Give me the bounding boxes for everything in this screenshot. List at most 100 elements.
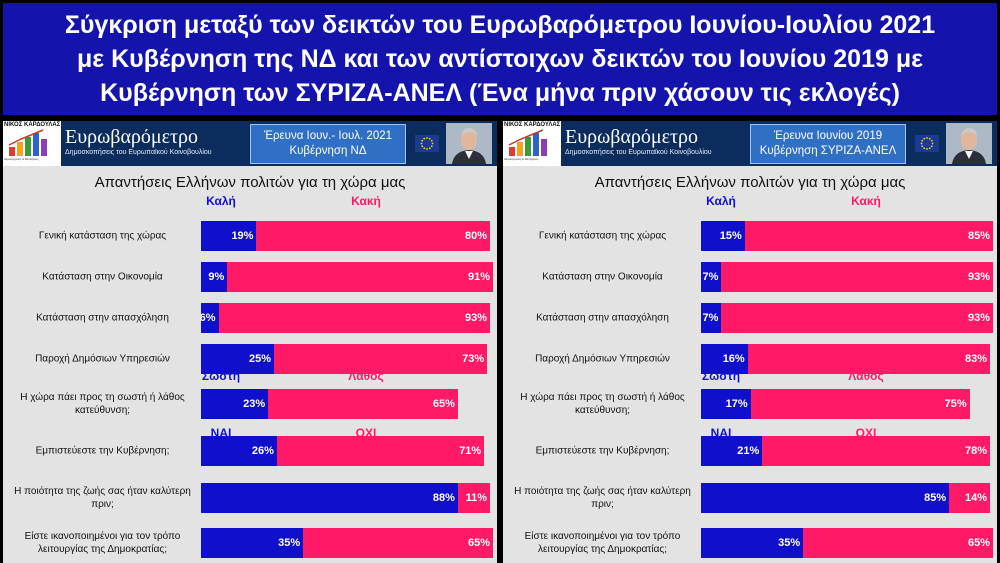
chart-panel-2021: ΝΙΚΟΣ ΚΑΡΔΟΥΛΑΣ Αξιολογήσεις & Μετρήσεις… bbox=[3, 121, 497, 563]
bar-good: 7% bbox=[701, 262, 722, 292]
bar-good: 85% bbox=[701, 483, 950, 513]
question-label: Η χώρα πάει προς τη σωστή ή λάθος κατεύθ… bbox=[520, 392, 685, 416]
bar-bad: 93% bbox=[721, 262, 993, 292]
bar-bad: 83% bbox=[747, 344, 991, 374]
bar-bad-value: 83% bbox=[965, 353, 988, 365]
bar-bad: 71% bbox=[276, 436, 485, 466]
bar-good-value: 23% bbox=[243, 398, 266, 410]
bar-good-value: 19% bbox=[231, 230, 254, 242]
question-label: Είστε ικανοποιημένοι για τον τρόπο λειτο… bbox=[24, 531, 181, 555]
bar-good: 35% bbox=[201, 528, 304, 558]
bar-bad: 73% bbox=[274, 344, 488, 374]
question-label: Κατάσταση στην απασχόληση bbox=[536, 312, 669, 324]
bar-bad: 65% bbox=[803, 528, 993, 558]
survey-box: Έρευνα Ιουν.- Ιουλ. 2021 Κυβέρνηση ΝΔ bbox=[250, 124, 406, 164]
bar-good-value: 21% bbox=[737, 445, 760, 457]
legend-bad-label: Κακή bbox=[851, 194, 881, 208]
bar-good-value: 6% bbox=[201, 312, 216, 324]
bar-good: 9% bbox=[201, 262, 228, 292]
bar-bad-value: 93% bbox=[967, 312, 990, 324]
speaker-photo-icon bbox=[946, 123, 992, 164]
bar-good-value: 17% bbox=[725, 398, 748, 410]
chart-title: Απαντήσεις Ελλήνων πολιτών για τη χώρα μ… bbox=[94, 174, 406, 191]
question-label: Η χώρα πάει προς τη σωστή ή λάθος κατεύθ… bbox=[20, 392, 185, 416]
bar-good-value: 88% bbox=[432, 492, 455, 504]
bar-good: 26% bbox=[201, 436, 277, 466]
bar-bad-value: 65% bbox=[467, 537, 490, 549]
question-label: Κατάσταση στην απασχόληση bbox=[36, 312, 169, 324]
brand-subtitle: Δημοσκοπήσεις του Ευρωπαϊκού Κοινοβουλίο… bbox=[565, 149, 712, 156]
brand-title: Ευρωβαρόμετρο bbox=[65, 126, 199, 148]
question-label: Παροχή Δημόσιων Υπηρεσιών bbox=[35, 353, 170, 365]
bar-good-value: 25% bbox=[248, 353, 271, 365]
bar-good: 25% bbox=[201, 344, 274, 374]
legend-good-label: Καλή bbox=[206, 194, 236, 208]
bar-bad: 11% bbox=[457, 483, 491, 513]
bar-good: 88% bbox=[201, 483, 458, 513]
bar-good: 19% bbox=[201, 221, 257, 251]
bar-bad-value: 73% bbox=[462, 353, 485, 365]
bar-good: 23% bbox=[201, 389, 269, 419]
bar-good-value: 9% bbox=[208, 271, 225, 283]
logo-subtitle: Αξιολογήσεις & Μετρήσεις bbox=[4, 157, 39, 161]
chart-panel-2019: ΝΙΚΟΣ ΚΑΡΔΟΥΛΑΣ Αξιολογήσεις & Μετρήσεις… bbox=[503, 121, 997, 563]
legend-good-label: Καλή bbox=[706, 194, 736, 208]
page-title: Σύγκριση μεταξύ των δεικτών του Ευρωβαρό… bbox=[3, 3, 997, 115]
bar-good-value: 26% bbox=[251, 445, 274, 457]
bar-good-value: 35% bbox=[278, 537, 301, 549]
bar-bad: 85% bbox=[744, 221, 993, 251]
bar-good-value: 35% bbox=[778, 537, 801, 549]
question-label: Γενική κατάσταση της χώρας bbox=[38, 230, 167, 242]
bar-bad-value: 14% bbox=[965, 492, 988, 504]
bar-bad-value: 93% bbox=[465, 312, 488, 324]
eu-flag-icon bbox=[915, 135, 939, 152]
bar-good: 16% bbox=[701, 344, 748, 374]
bar-bad-value: 85% bbox=[967, 230, 990, 242]
bar-bad: 91% bbox=[227, 262, 493, 292]
legend-bad-label: Λάθος bbox=[848, 369, 884, 383]
bar-good-value: 7% bbox=[702, 312, 719, 324]
question-label: Η ποιότητα της ζωής σας ήταν καλύτερη πρ… bbox=[514, 486, 691, 510]
question-label: Κατάσταση στην Οικονομία bbox=[42, 271, 163, 283]
pollster-logo: ΝΙΚΟΣ ΚΑΡΔΟΥΛΑΣ Αξιολογήσεις & Μετρήσεις bbox=[503, 121, 561, 166]
eurobarometer-banner: ΝΙΚΟΣ ΚΑΡΔΟΥΛΑΣ Αξιολογήσεις & Μετρήσεις… bbox=[503, 121, 997, 166]
question-label: Εμπιστεύεστε την Κυβέρνηση; bbox=[35, 445, 170, 457]
bar-good: 15% bbox=[701, 221, 745, 251]
brand-title: Ευρωβαρόμετρο bbox=[565, 126, 699, 148]
bar-bad-value: 75% bbox=[944, 398, 967, 410]
logo-subtitle: Αξιολογήσεις & Μετρήσεις bbox=[504, 157, 539, 161]
question-label: Κατάσταση στην Οικονομία bbox=[542, 271, 663, 283]
logo-name: ΝΙΚΟΣ ΚΑΡΔΟΥΛΑΣ bbox=[504, 122, 561, 128]
bar-good-value: 16% bbox=[722, 353, 745, 365]
bar-bad: 93% bbox=[721, 303, 993, 333]
survey-date: Έρευνα Ιουνίου 2019 bbox=[773, 130, 883, 142]
eurobarometer-banner: ΝΙΚΟΣ ΚΑΡΔΟΥΛΑΣ Αξιολογήσεις & Μετρήσεις… bbox=[3, 121, 497, 166]
bar-bad: 75% bbox=[750, 389, 970, 419]
bar-good: 35% bbox=[701, 528, 804, 558]
logo-bars-icon bbox=[8, 129, 47, 156]
legend-good-label: Σωστή bbox=[701, 369, 741, 383]
bar-good-value: 15% bbox=[719, 230, 742, 242]
title-line: Κυβέρνηση των ΣΥΡΙΖΑ-ΑΝΕΛ (Ένα μήνα πριν… bbox=[100, 79, 900, 107]
question-label: Εμπιστεύεστε την Κυβέρνηση; bbox=[535, 445, 670, 457]
bar-bad-value: 65% bbox=[432, 398, 455, 410]
bar-bad-value: 11% bbox=[465, 492, 488, 504]
bar-bad: 14% bbox=[949, 483, 991, 513]
bar-bad-value: 80% bbox=[465, 230, 488, 242]
bar-good-value: 7% bbox=[702, 271, 719, 283]
survey-date: Έρευνα Ιουν.- Ιουλ. 2021 bbox=[263, 130, 393, 142]
bar-bad-value: 91% bbox=[467, 271, 490, 283]
bar-bad-value: 65% bbox=[967, 537, 990, 549]
survey-box: Έρευνα Ιουνίου 2019 Κυβέρνηση ΣΥΡΙΖΑ-ΑΝΕ… bbox=[750, 124, 906, 164]
bar-bad: 65% bbox=[303, 528, 493, 558]
title-line: με Κυβέρνηση της ΝΔ και των αντίστοιχων … bbox=[76, 45, 924, 73]
question-label: Γενική κατάσταση της χώρας bbox=[538, 230, 667, 242]
bar-bad-value: 93% bbox=[967, 271, 990, 283]
eu-flag-icon bbox=[415, 135, 439, 152]
bar-good-value: 85% bbox=[924, 492, 947, 504]
bar-bad-value: 78% bbox=[965, 445, 988, 457]
survey-government: Κυβέρνηση ΣΥΡΙΖΑ-ΑΝΕΛ bbox=[759, 145, 897, 157]
title-line: Σύγκριση μεταξύ των δεικτών του Ευρωβαρό… bbox=[64, 11, 936, 39]
legend-good-label: Σωστή bbox=[201, 369, 241, 383]
pollster-logo: ΝΙΚΟΣ ΚΑΡΔΟΥΛΑΣ Αξιολογήσεις & Μετρήσεις bbox=[3, 121, 61, 166]
